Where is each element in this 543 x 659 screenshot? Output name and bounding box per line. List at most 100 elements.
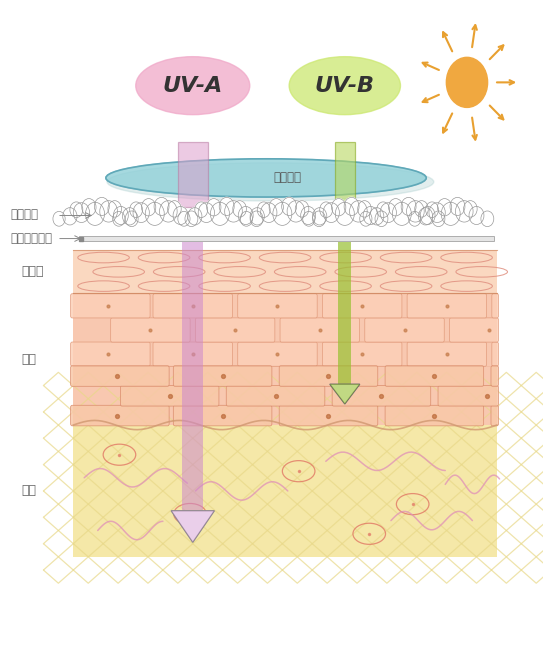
Ellipse shape (136, 57, 250, 115)
Circle shape (332, 198, 346, 216)
Circle shape (426, 202, 439, 217)
Circle shape (429, 203, 445, 223)
Circle shape (363, 206, 378, 225)
Circle shape (154, 198, 169, 215)
Circle shape (469, 206, 484, 225)
Bar (73, 293, 497, 425)
Text: ガラスを透過: ガラスを透過 (11, 232, 53, 245)
Circle shape (241, 212, 252, 226)
Polygon shape (171, 511, 214, 542)
FancyBboxPatch shape (407, 294, 487, 318)
Circle shape (375, 211, 388, 227)
Circle shape (195, 202, 208, 217)
Circle shape (419, 208, 433, 225)
Polygon shape (330, 384, 360, 404)
Circle shape (377, 202, 389, 217)
Circle shape (233, 200, 247, 217)
Circle shape (63, 208, 77, 225)
Text: 角質層: 角質層 (22, 266, 44, 278)
Circle shape (94, 198, 109, 215)
FancyBboxPatch shape (438, 386, 498, 406)
Circle shape (178, 212, 190, 226)
Circle shape (464, 200, 477, 217)
Circle shape (142, 198, 156, 216)
FancyBboxPatch shape (71, 405, 169, 426)
FancyBboxPatch shape (238, 342, 317, 366)
Circle shape (350, 200, 367, 222)
Circle shape (198, 203, 214, 223)
FancyBboxPatch shape (279, 366, 378, 386)
Circle shape (408, 212, 421, 226)
Circle shape (100, 200, 117, 222)
Circle shape (146, 202, 164, 225)
Circle shape (238, 206, 253, 225)
Circle shape (313, 208, 327, 225)
FancyBboxPatch shape (491, 366, 498, 386)
FancyBboxPatch shape (323, 294, 402, 318)
FancyBboxPatch shape (111, 318, 190, 342)
Circle shape (160, 200, 177, 222)
Circle shape (323, 203, 339, 223)
Circle shape (261, 203, 277, 223)
Circle shape (86, 202, 104, 225)
FancyBboxPatch shape (280, 318, 359, 342)
Circle shape (130, 202, 142, 217)
FancyBboxPatch shape (173, 366, 272, 386)
FancyBboxPatch shape (226, 386, 325, 406)
Circle shape (370, 208, 384, 225)
Circle shape (359, 212, 372, 226)
Circle shape (287, 200, 305, 222)
Circle shape (211, 202, 230, 225)
FancyBboxPatch shape (323, 342, 402, 366)
FancyBboxPatch shape (153, 342, 232, 366)
Bar (73, 425, 497, 557)
Text: UV-A: UV-A (163, 76, 223, 96)
Circle shape (358, 200, 371, 217)
Circle shape (415, 200, 428, 217)
FancyBboxPatch shape (195, 318, 275, 342)
Text: UV-B: UV-B (315, 76, 375, 96)
Circle shape (125, 211, 138, 227)
Circle shape (185, 211, 198, 227)
Circle shape (173, 206, 188, 225)
FancyBboxPatch shape (238, 294, 317, 318)
Circle shape (282, 198, 296, 215)
Circle shape (70, 202, 83, 217)
Circle shape (53, 212, 65, 226)
Circle shape (250, 208, 264, 225)
Circle shape (257, 202, 270, 217)
Circle shape (295, 200, 309, 217)
Circle shape (313, 211, 325, 227)
Polygon shape (171, 511, 214, 542)
FancyBboxPatch shape (450, 318, 498, 342)
Circle shape (82, 198, 96, 216)
FancyBboxPatch shape (71, 294, 150, 318)
Polygon shape (330, 384, 360, 404)
Circle shape (481, 211, 494, 227)
Circle shape (123, 208, 137, 225)
Circle shape (320, 202, 332, 217)
Ellipse shape (106, 159, 426, 197)
Text: オゾン層: オゾン層 (274, 171, 302, 185)
Circle shape (389, 198, 403, 216)
FancyBboxPatch shape (71, 366, 169, 386)
Bar (73, 250, 497, 293)
Circle shape (108, 200, 122, 217)
Text: 雲を透過: 雲を透過 (11, 208, 39, 221)
Circle shape (301, 206, 315, 225)
FancyBboxPatch shape (279, 405, 378, 426)
FancyBboxPatch shape (407, 342, 487, 366)
Circle shape (188, 208, 202, 225)
Circle shape (401, 198, 416, 215)
FancyBboxPatch shape (332, 386, 431, 406)
Circle shape (113, 206, 128, 225)
Circle shape (438, 198, 452, 216)
Text: 表皮: 表皮 (22, 353, 37, 366)
Circle shape (225, 200, 242, 222)
FancyBboxPatch shape (173, 405, 272, 426)
Ellipse shape (107, 163, 434, 201)
Circle shape (336, 202, 355, 225)
Circle shape (344, 198, 359, 215)
FancyBboxPatch shape (385, 366, 484, 386)
Text: 真皮: 真皮 (22, 484, 37, 498)
